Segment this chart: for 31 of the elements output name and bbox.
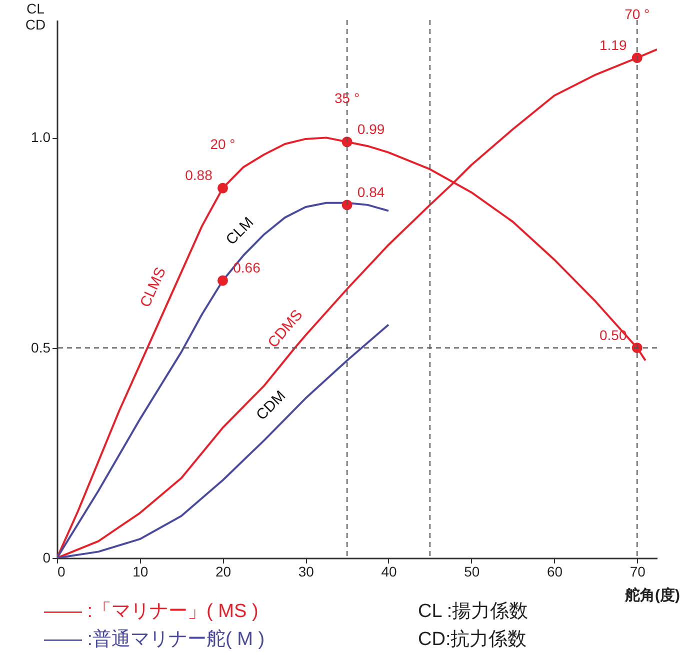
annotation: 35 ° — [334, 90, 360, 106]
text: —— :「マリナー」( MS ) — [44, 600, 258, 624]
x-tick-label: 20 — [215, 564, 232, 580]
point — [218, 182, 228, 194]
text: CLMS — [136, 264, 170, 310]
text: CD:抗力係数 — [418, 628, 527, 652]
point — [342, 200, 352, 210]
text: —— :普通マリナー舵( M ) — [44, 628, 265, 652]
x-tick-label: 60 — [546, 564, 563, 580]
x-tick-label: 10 — [132, 564, 148, 580]
data-label: 1.19 — [599, 36, 627, 53]
y-tick-label: 0 — [42, 550, 51, 566]
x-tick-label: 30 — [298, 564, 314, 580]
text: CL :揚力係数 — [418, 600, 528, 624]
data-label: 0.84 — [357, 184, 385, 200]
y-axis-title: CL CD — [25, 0, 46, 32]
x-tick-label: 70 — [630, 564, 646, 580]
annotation: 20 ° — [210, 136, 236, 152]
data-label: 0.88 — [185, 167, 213, 184]
y-tick-label: 0.5 — [31, 339, 51, 356]
x-tick-label: 40 — [381, 564, 397, 580]
point — [632, 52, 642, 64]
data-label: 0.66 — [233, 260, 261, 276]
point — [342, 136, 352, 148]
x-tick-label: 0 — [58, 564, 66, 580]
x-axis-title: 舵角(度) — [625, 586, 680, 605]
x-tick-label: 50 — [464, 564, 480, 580]
point — [218, 275, 228, 286]
data-label: 0.99 — [357, 120, 385, 137]
y-tick-label: 1.0 — [31, 129, 51, 146]
annotation: 70 ° — [624, 6, 650, 22]
